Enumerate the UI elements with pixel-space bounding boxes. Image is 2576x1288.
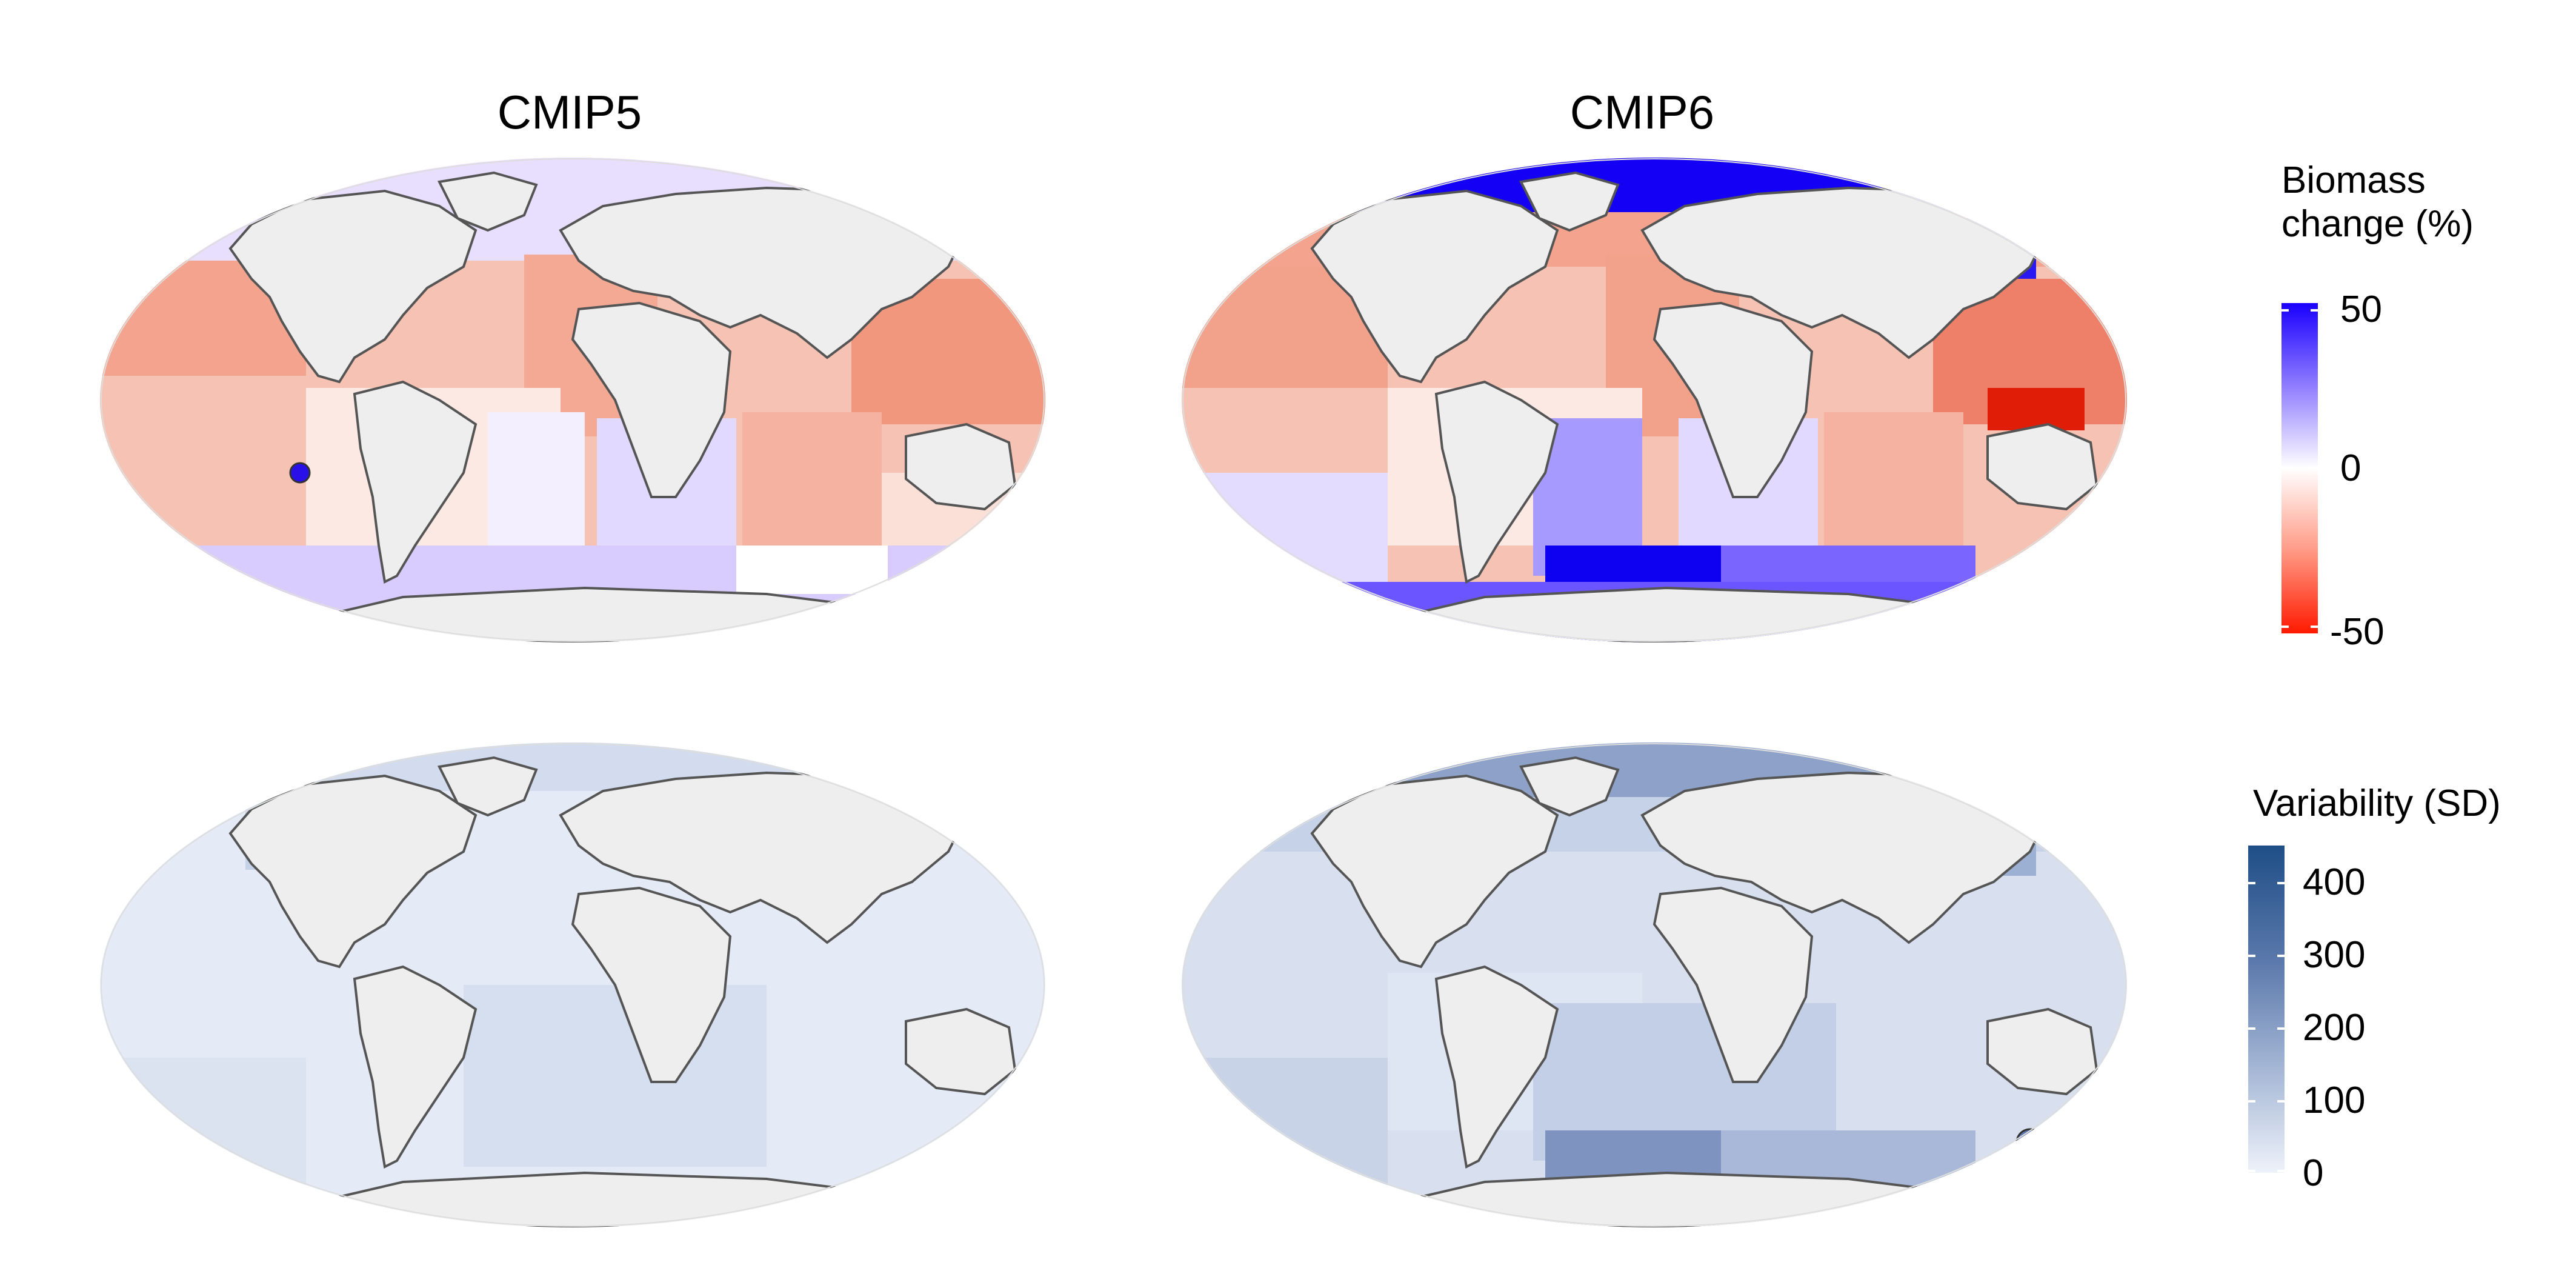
cmip5-column-title: CMIP5: [497, 85, 642, 139]
legend-biomass-title-line1: Biomass: [2281, 159, 2426, 201]
legend-biomass-tick-minus50: -50: [2330, 611, 2385, 653]
legend-biomass-tick-0: 0: [2340, 447, 2361, 489]
cmip6-column-title: CMIP6: [1569, 85, 1715, 139]
legend-variability-title: Variability (SD): [2253, 782, 2501, 824]
legend-biomass-tick-50: 50: [2340, 289, 2382, 330]
legend-variability-tick-300: 300: [2303, 934, 2366, 976]
legend-variability-colorbar: [2248, 846, 2285, 1173]
map-cmip5-biomass-change: [100, 158, 1045, 642]
map-cmip5-variability: [100, 742, 1045, 1227]
legend-variability-tick-100: 100: [2303, 1079, 2366, 1121]
legend-variability-tick-0: 0: [2303, 1152, 2324, 1194]
map-cmip6-biomass-change: [1182, 158, 2127, 642]
legend-biomass-title-line2: change (%): [2281, 203, 2474, 245]
legend-biomass-title: Biomass change (%): [2281, 159, 2536, 246]
map-cmip6-variability: [1182, 742, 2127, 1227]
legend-variability-tick-200: 200: [2303, 1007, 2366, 1049]
legend-variability-tick-400: 400: [2303, 861, 2366, 903]
